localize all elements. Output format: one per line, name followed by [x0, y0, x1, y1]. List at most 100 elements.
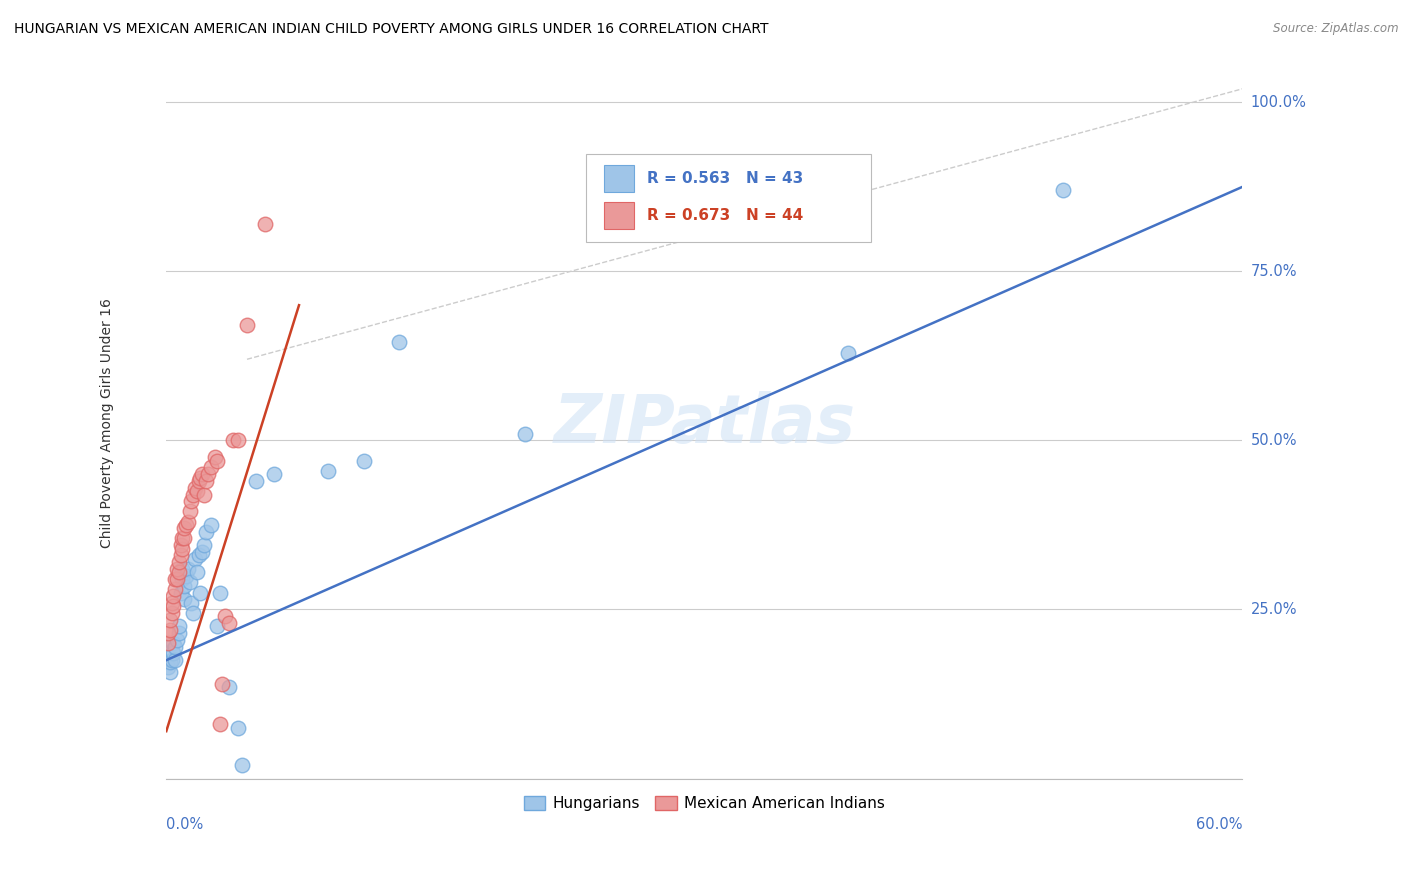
Point — [159, 655, 181, 669]
Point — [190, 470, 212, 484]
Point — [184, 551, 207, 566]
Legend: Hungarians, Mexican American Indians: Hungarians, Mexican American Indians — [517, 789, 891, 817]
Text: 25.0%: 25.0% — [1251, 602, 1298, 617]
Point — [205, 453, 228, 467]
Point — [177, 515, 200, 529]
Point — [165, 640, 187, 654]
Point — [172, 532, 194, 546]
Text: Child Poverty Among Girls Under 16: Child Poverty Among Girls Under 16 — [100, 299, 114, 549]
Point — [187, 549, 209, 563]
Point — [162, 647, 184, 661]
Point — [211, 677, 233, 691]
Point — [226, 434, 249, 448]
Point — [197, 467, 219, 482]
Point — [160, 596, 183, 610]
Point — [253, 217, 276, 231]
Text: ZIPatlas: ZIPatlas — [554, 391, 855, 457]
Point — [173, 592, 195, 607]
Point — [165, 582, 187, 597]
Point — [226, 721, 249, 735]
Point — [214, 609, 236, 624]
Point — [169, 549, 191, 563]
FancyBboxPatch shape — [605, 202, 634, 229]
Point — [205, 619, 228, 633]
Point — [157, 636, 180, 650]
Point — [169, 538, 191, 552]
Point — [184, 481, 207, 495]
Point — [157, 660, 180, 674]
Point — [172, 572, 194, 586]
Point — [204, 450, 226, 465]
Point — [179, 504, 201, 518]
Point — [169, 585, 191, 599]
Point — [174, 518, 197, 533]
Point — [173, 532, 195, 546]
Point — [181, 606, 204, 620]
Point — [157, 626, 180, 640]
Point — [194, 524, 217, 539]
Point — [166, 572, 188, 586]
Point — [167, 555, 190, 569]
Point — [179, 575, 201, 590]
Point — [1052, 183, 1074, 197]
Point — [167, 566, 190, 580]
Point — [388, 335, 411, 350]
Point — [191, 467, 214, 482]
Text: 75.0%: 75.0% — [1251, 264, 1298, 279]
Point — [177, 562, 200, 576]
Point — [173, 579, 195, 593]
Point — [245, 474, 267, 488]
Point — [160, 606, 183, 620]
FancyBboxPatch shape — [605, 165, 634, 192]
FancyBboxPatch shape — [586, 153, 872, 243]
Point — [263, 467, 285, 482]
Point — [193, 487, 215, 501]
Point — [218, 680, 240, 694]
Point — [191, 545, 214, 559]
Point — [187, 474, 209, 488]
Point — [837, 345, 859, 359]
Point — [236, 318, 259, 333]
Point — [181, 487, 204, 501]
Point — [209, 717, 232, 731]
Point — [159, 665, 181, 679]
Point — [186, 484, 208, 499]
Text: HUNGARIAN VS MEXICAN AMERICAN INDIAN CHILD POVERTY AMONG GIRLS UNDER 16 CORRELAT: HUNGARIAN VS MEXICAN AMERICAN INDIAN CHI… — [14, 22, 769, 37]
Text: Source: ZipAtlas.com: Source: ZipAtlas.com — [1274, 22, 1399, 36]
Point — [200, 518, 222, 533]
Point — [173, 521, 195, 535]
Point — [165, 572, 187, 586]
Point — [162, 589, 184, 603]
Point — [209, 585, 232, 599]
Point — [193, 538, 215, 552]
Point — [180, 596, 202, 610]
Point — [166, 562, 188, 576]
Point — [180, 494, 202, 508]
Point — [190, 585, 212, 599]
Point — [186, 566, 208, 580]
Point — [159, 623, 181, 637]
Point — [200, 460, 222, 475]
Point — [162, 636, 184, 650]
Text: 60.0%: 60.0% — [1197, 817, 1243, 832]
Point — [165, 653, 187, 667]
Point — [316, 464, 339, 478]
Point — [172, 562, 194, 576]
Text: 100.0%: 100.0% — [1251, 95, 1306, 110]
Point — [231, 758, 253, 772]
Point — [166, 632, 188, 647]
Text: 50.0%: 50.0% — [1251, 433, 1298, 448]
Text: R = 0.673   N = 44: R = 0.673 N = 44 — [647, 208, 804, 223]
Point — [160, 653, 183, 667]
Point — [513, 426, 536, 441]
Point — [159, 613, 181, 627]
Point — [221, 434, 243, 448]
Point — [172, 541, 194, 556]
Point — [174, 568, 197, 582]
Point — [167, 619, 190, 633]
Text: R = 0.563   N = 43: R = 0.563 N = 43 — [647, 170, 804, 186]
Point — [167, 626, 190, 640]
Point — [162, 599, 184, 613]
Point — [160, 643, 183, 657]
Point — [218, 615, 240, 630]
